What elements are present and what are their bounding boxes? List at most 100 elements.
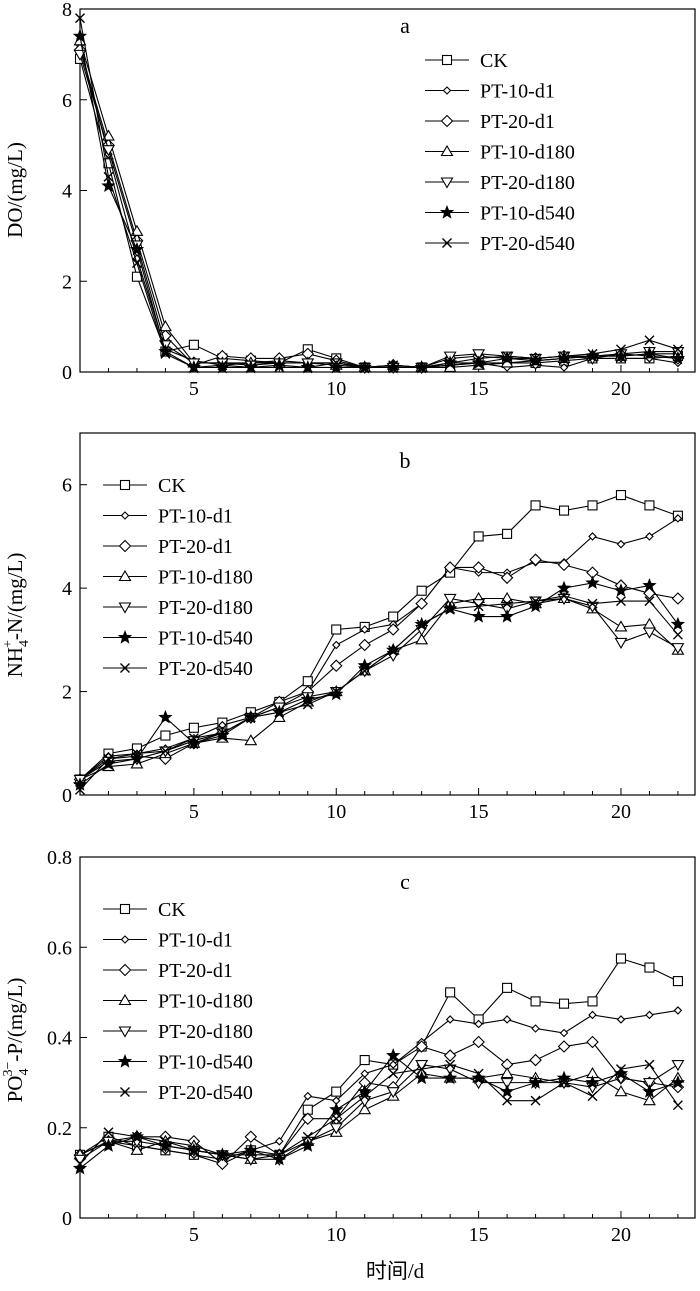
- panel-c-data-point: [329, 1102, 344, 1116]
- panel-b-data-point: [587, 598, 598, 609]
- panel-b-data-point: [388, 645, 399, 656]
- panel-a-ytick-label-4: 8: [62, 0, 72, 21]
- panel-c-legend-entry-5: PT-10-d540: [103, 1052, 253, 1074]
- panel-b-series-6: [75, 590, 683, 795]
- panel-b-series-line: [79, 597, 679, 780]
- panel-b-data-point: [217, 727, 228, 738]
- legend-marker: [117, 629, 133, 644]
- panel-b-data-point: [671, 592, 685, 605]
- panel-c-data-point: [131, 1131, 142, 1142]
- panel-c-data-point: [72, 1160, 88, 1175]
- panel-b-data-point: [331, 686, 342, 697]
- panel-b-data-point: [188, 722, 199, 733]
- panel-b-legend-entry-3: PT-10-d180: [103, 567, 253, 589]
- legend-marker: [118, 569, 132, 582]
- panel-a-data-point: [416, 362, 427, 373]
- panel-c-data-point: [615, 953, 627, 964]
- panel-c-ytick-label-2: 0.4: [47, 1028, 72, 1050]
- panel-a-legend-entry-3: PT-10-d180: [425, 142, 575, 164]
- panel-a-ytick-label-2: 4: [62, 181, 72, 203]
- panel-c-ylabel-base: PO: [3, 1076, 27, 1103]
- panel-a-series-line: [79, 17, 679, 369]
- panel-b-data-point: [556, 580, 572, 595]
- panel-c-data-point: [672, 976, 683, 987]
- panel-b-legend-entry-1: PT-10-d1: [103, 506, 233, 528]
- panel-c-data-point: [275, 1137, 284, 1146]
- panel-c-data-point: [415, 1060, 429, 1072]
- panel-c-series-5: [72, 1048, 686, 1175]
- panel-a-xtick-label-5: 5: [189, 378, 199, 400]
- legend-marker: [441, 54, 453, 66]
- panel-a-data-point: [672, 344, 683, 355]
- panel-b-data-point: [587, 500, 598, 511]
- panel-b-data-point: [642, 627, 656, 639]
- panel-b-data-point: [528, 598, 543, 613]
- panel-b-data-point: [331, 624, 342, 635]
- panel-b-data-point: [331, 640, 341, 650]
- panel-b-data-point: [357, 658, 372, 672]
- legend-label: CK: [158, 475, 186, 497]
- panel-b-xtick-label-10: 10: [326, 801, 346, 823]
- panel-c-legend-entry-2: PT-20-d1: [103, 960, 233, 982]
- panel-c-data-point: [529, 1053, 542, 1067]
- panel-b-series-line: [79, 559, 679, 780]
- legend-label: PT-10-d1: [480, 81, 555, 103]
- panel-b-data-point: [500, 571, 514, 585]
- panel-c-series-line: [79, 1072, 679, 1160]
- panel-b-data-point: [588, 532, 597, 541]
- panel-b-data-point: [642, 617, 656, 629]
- panel-c-data-point: [359, 1091, 370, 1102]
- panel-c-data-point: [272, 1151, 287, 1166]
- panel-c-data-point: [359, 1055, 370, 1066]
- panel-c-data-point: [329, 1123, 343, 1135]
- panel-c-data-point: [614, 1085, 628, 1097]
- panel-b-data-point: [244, 734, 258, 746]
- panel-c-data-point: [386, 1048, 401, 1062]
- panel-c-data-point: [302, 1131, 313, 1142]
- panel-b-data-point: [188, 733, 199, 744]
- panel-b-series-line: [79, 582, 679, 786]
- panel-a-data-point: [472, 349, 486, 361]
- panel-a-legend-entry-0: CK: [425, 50, 508, 72]
- panel-b-legend-entry-6: PT-20-d540: [103, 658, 253, 680]
- panel-c-data-point: [474, 1019, 483, 1029]
- panel-a-data-point: [130, 224, 144, 236]
- panel-c-ylabel: PO43−-P/(mg/L): [1, 978, 32, 1103]
- panel-c-data-point: [671, 1060, 685, 1072]
- legend-label: PT-20-d180: [158, 1021, 253, 1043]
- panel-b-data-point: [416, 585, 427, 596]
- legend-marker: [120, 1087, 130, 1097]
- panel-b-data-point: [186, 735, 202, 750]
- panel-b-series-4: [73, 593, 685, 787]
- panel-c-series-line: [79, 1054, 679, 1169]
- panel-b-data-point: [557, 558, 571, 572]
- legend-marker: [120, 663, 130, 673]
- panel-c-data-point: [588, 1010, 597, 1020]
- panel-a-xtick-label-20: 20: [611, 378, 631, 400]
- panel-c-data-point: [644, 1059, 655, 1070]
- panel-b-data-point: [386, 623, 400, 636]
- panel-c-legend-entry-3: PT-10-d180: [103, 991, 253, 1013]
- panel-c-ticks: 5 10 15 20 0 0.2 0.4 0.6 0.8: [47, 847, 679, 1246]
- panel-c-data-point: [158, 1138, 173, 1152]
- panel-c-data-point: [245, 1149, 256, 1160]
- panel-c-data-point: [528, 1075, 543, 1089]
- panel-a-series-line: [79, 49, 678, 369]
- panel-b-data-point: [388, 611, 399, 622]
- panel-c-data-point: [556, 1070, 572, 1085]
- panel-a-series-line: [79, 36, 679, 369]
- panel-c-data-point: [559, 1077, 570, 1088]
- panel-c-data-point: [331, 1086, 342, 1097]
- panel-c: 5 10 15 20 0 0.2 0.4 0.6 0.8 CK PT-10-d1 PT-20-d1 P…: [1, 847, 696, 1246]
- panel-c-data-point: [673, 1006, 683, 1015]
- panel-b-data-point: [671, 643, 685, 655]
- legend-label: PT-10-d1: [158, 506, 233, 528]
- panel-c-data-point: [416, 1064, 427, 1075]
- legend-marker: [439, 204, 455, 219]
- panel-b-ylabel: NH4+-N/(mg/L): [1, 553, 32, 678]
- panel-b-series-5: [72, 575, 686, 791]
- panel-a-data-point: [471, 355, 486, 369]
- panel-c-data-point: [531, 1024, 540, 1033]
- panel-c-series-line: [79, 1009, 679, 1165]
- panel-b-ticks: 5 10 15 20 0 2 4 6: [62, 475, 679, 823]
